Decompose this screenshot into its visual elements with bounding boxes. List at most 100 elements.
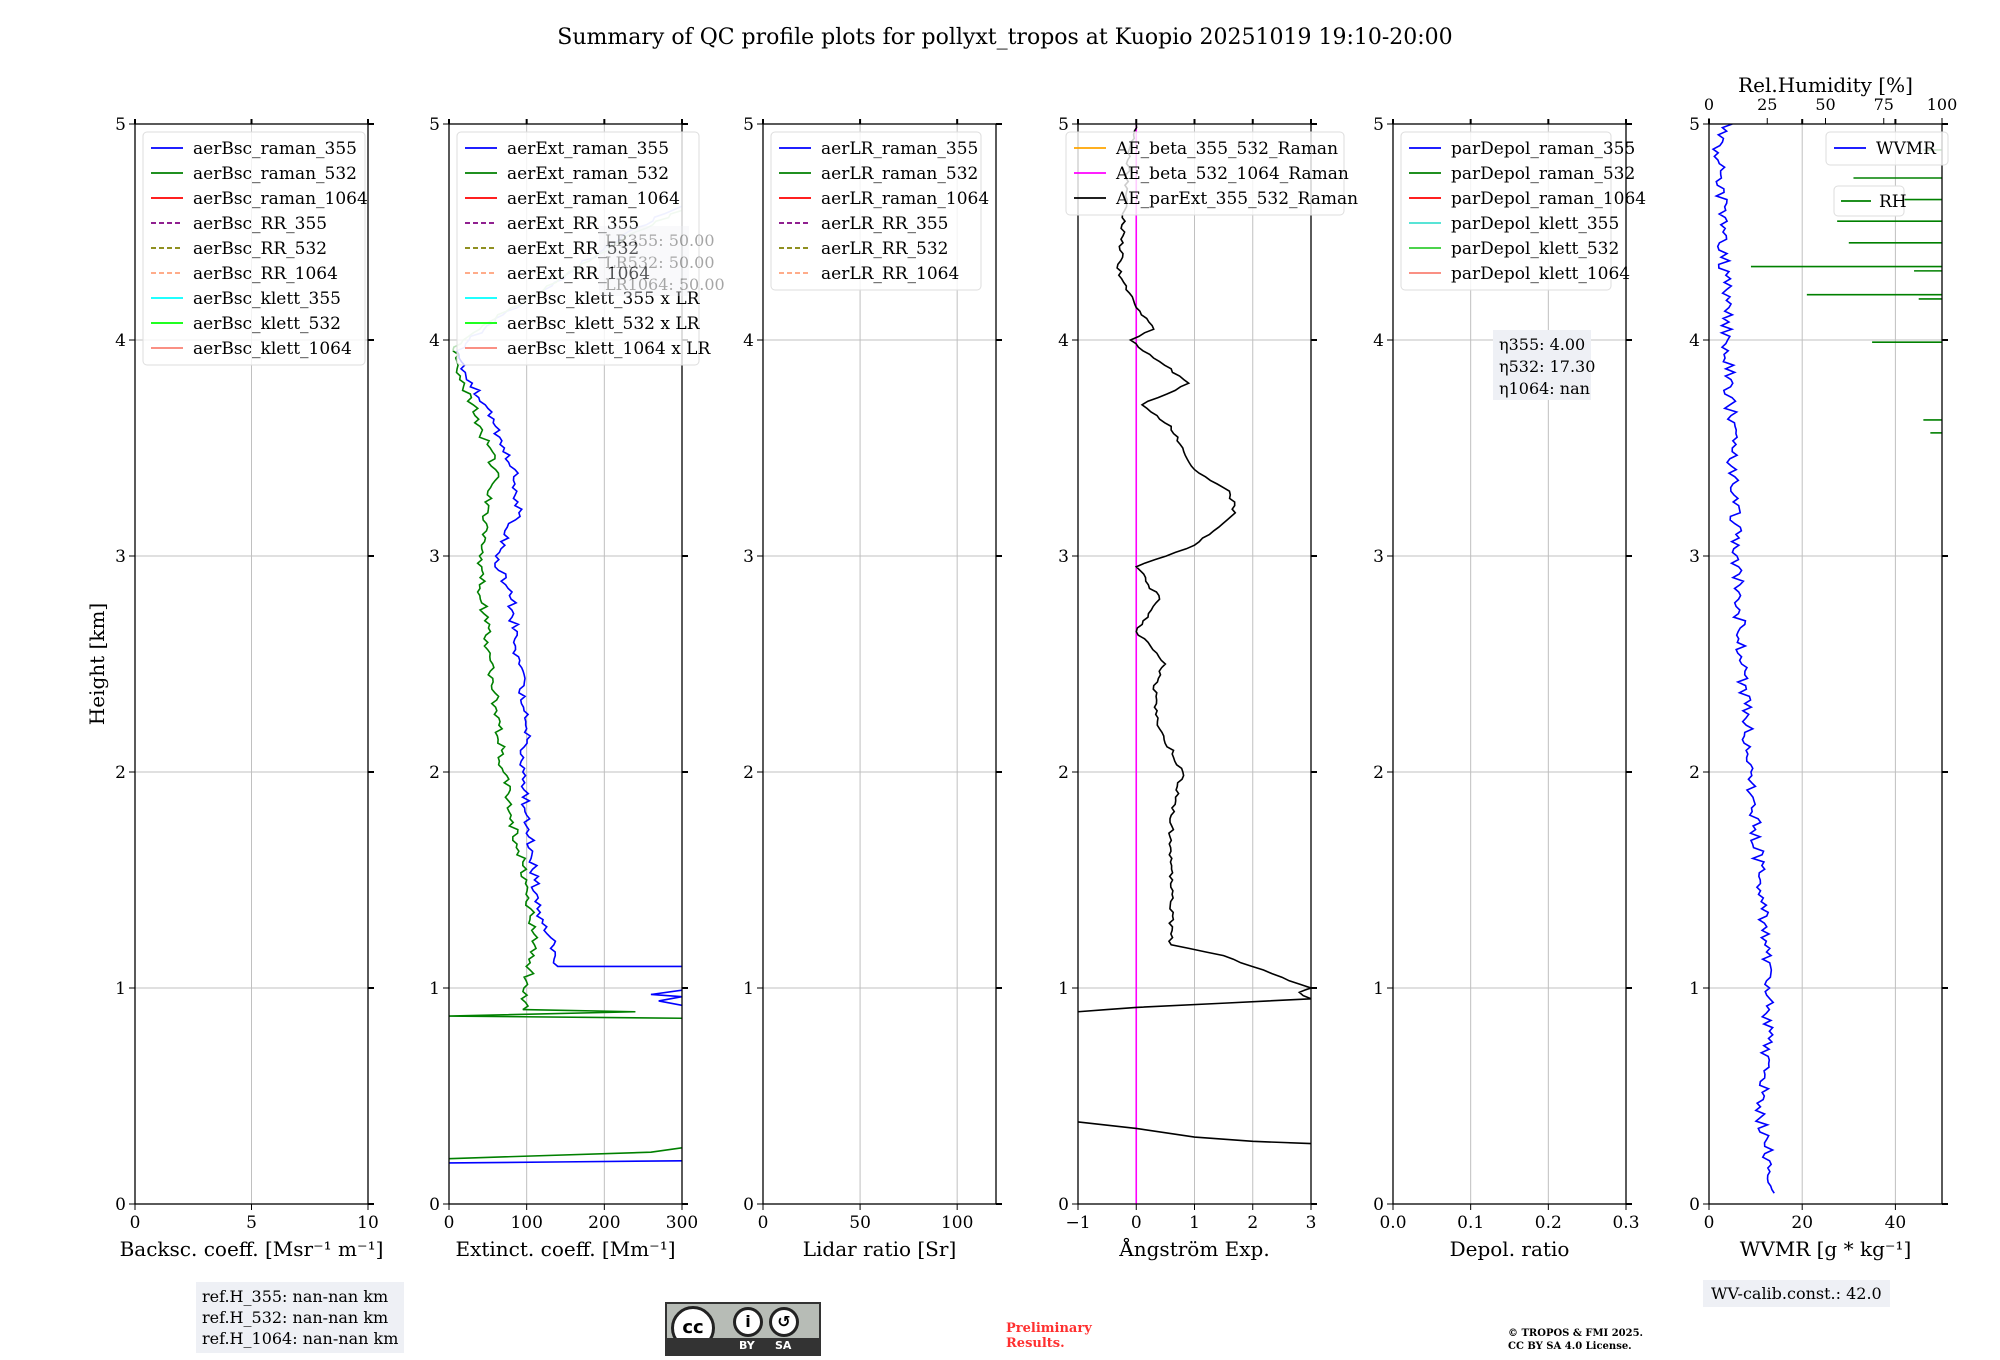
x-tick-label: 1 [1189,1213,1200,1233]
y-tick-label: 2 [429,763,440,783]
top-tick-label: 50 [1815,95,1835,114]
y-tick-label: 0 [429,1195,440,1215]
x-axis-label: WVMR [g * kg⁻¹] [1740,1237,1912,1261]
y-tick-label: 5 [1689,115,1700,135]
x-tick-label: −1 [1065,1213,1090,1233]
refh-1064: ref.H_1064: nan-nan km [202,1329,399,1348]
reference-height-box: ref.H_355: nan-nan km ref.H_532: nan-nan… [196,1282,405,1353]
copyright-note: © TROPOS & FMI 2025. CC BY SA 4.0 Licens… [1508,1327,1643,1353]
x-axis-label: Backsc. coeff. [Msr⁻¹ m⁻¹] [120,1237,384,1261]
wv-calib-box: WV-calib.const.: 42.0 [1703,1280,1890,1307]
series-line-AE_parExt_355_532_Raman [1078,1121,1311,1145]
x-tick-label: 0 [1131,1213,1142,1233]
top-tick-label: 100 [1927,95,1958,114]
legend-label: parDepol_raman_355 [1451,139,1635,159]
series-line-aerExt_raman_355 [449,1160,682,1164]
cc-by-label: BY [739,1339,755,1352]
y-tick-label: 4 [429,331,440,351]
y-tick-label: 4 [743,331,754,351]
x-tick-label: 20 [1791,1213,1813,1233]
legend-label: aerBsc_RR_532 [193,239,327,259]
y-tick-label: 2 [1373,763,1384,783]
y-tick-label: 5 [1058,115,1069,135]
legend-label: aerLR_RR_1064 [821,264,959,284]
y-tick-label: 5 [115,115,126,135]
legend-label: parDepol_klett_1064 [1451,264,1630,284]
legend-label: aerLR_RR_355 [821,214,948,234]
copyright-line-1: © TROPOS & FMI 2025. [1508,1328,1644,1339]
series-line-AE_parExt_355_532_Raman [1078,124,1311,1013]
x-tick-label: 50 [849,1213,871,1233]
x-tick-label: 0.1 [1457,1213,1484,1233]
legend-frame [142,131,366,366]
y-tick-label: 2 [1058,763,1069,783]
x-tick-label: 200 [588,1213,620,1233]
share-alike-icon: ↺ [769,1307,799,1337]
series-line-aerExt_raman_532 [452,350,539,1011]
annotation-bg [1493,330,1591,400]
wv-calib-const: WV-calib.const.: 42.0 [1711,1284,1882,1303]
annotation-text: LR1064: 50.00 [605,275,725,294]
legend-label: parDepol_klett_355 [1451,214,1619,234]
x-tick-label: 5 [246,1213,257,1233]
legend-label: aerBsc_klett_355 x LR [507,289,701,309]
legend-label: aerBsc_raman_532 [193,164,357,184]
legend-label: WVMR [1876,139,1937,159]
top-tick-label: 75 [1874,95,1894,114]
legend-label: aerExt_RR_355 [507,214,639,234]
legend2-label: RH [1879,192,1907,212]
legend-label: AE_parExt_355_532_Raman [1115,189,1358,209]
annotation-bg [599,226,689,296]
legend-label: aerBsc_klett_1064 x LR [507,339,711,359]
copyright-line-2: CC BY SA 4.0 License. [1508,1341,1632,1352]
y-tick-label: 3 [115,547,126,567]
panel-5: 0.0 0.1 0.2 0.3 0 1 2 3 4 5 Depol. ratio parDepol_r… [1373,115,1646,1261]
legend-label: parDepol_raman_1064 [1451,189,1646,209]
top-tick-label: 0 [1704,95,1714,114]
x-tick-label: 0 [758,1213,769,1233]
series-line-aerExt_raman_355 [650,989,682,1007]
y-tick-label: 0 [1689,1195,1700,1215]
legend: parDepol_raman_355 parDepol_raman_532 parD… [1400,131,1646,291]
annotation-text: η532: 17.30 [1499,357,1595,376]
x-axis-label: Depol. ratio [1450,1237,1570,1261]
y-tick-label: 2 [115,763,126,783]
legend: aerLR_raman_355 aerLR_raman_532 aerLR_rama… [770,131,989,291]
axes-frame [1392,123,1627,1205]
cc-bar: BY SA [667,1338,819,1354]
x-tick-label: 2 [1247,1213,1258,1233]
y-tick-label: 2 [1689,763,1700,783]
x-axis-label: Lidar ratio [Sr] [803,1237,957,1261]
legend-frame [456,131,700,366]
y-tick-label: 0 [1058,1195,1069,1215]
x-axis-label: Ångström Exp. [1118,1236,1269,1261]
y-tick-label: 1 [1058,979,1069,999]
legend-label: parDepol_raman_532 [1451,164,1635,184]
x-axis-label: Extinct. coeff. [Mm⁻¹] [455,1237,675,1261]
y-tick-label: 3 [1058,547,1069,567]
y-tick-label: 5 [1373,115,1384,135]
legend-label: aerBsc_klett_1064 [193,339,352,359]
y-tick-label: 1 [1373,979,1384,999]
cc-sa-label: SA [775,1339,792,1352]
x-tick-label: 3 [1306,1213,1317,1233]
attribution-icon: i [733,1307,763,1337]
legend-label: aerBsc_RR_1064 [193,264,338,284]
annotation-text: η355: 4.00 [1499,335,1585,354]
preliminary-line-2: Results. [1006,1336,1065,1351]
legend-frame [1400,131,1612,291]
y-tick-label: 1 [429,979,440,999]
series-group [1078,124,1311,1204]
legend-label: aerLR_raman_355 [821,139,978,159]
legend-label: aerBsc_raman_355 [193,139,357,159]
y-tick-label: 3 [1373,547,1384,567]
legend-label: aerLR_raman_1064 [821,189,989,209]
x-tick-label: 0 [130,1213,141,1233]
legend-label: AE_beta_355_532_Raman [1115,139,1338,159]
annotation-text: η1064: nan [1499,379,1590,398]
x-tick-label: 0.0 [1379,1213,1406,1233]
annotation-text: LR532: 50.00 [605,253,715,272]
legend: WVMR RH [1825,131,1949,217]
